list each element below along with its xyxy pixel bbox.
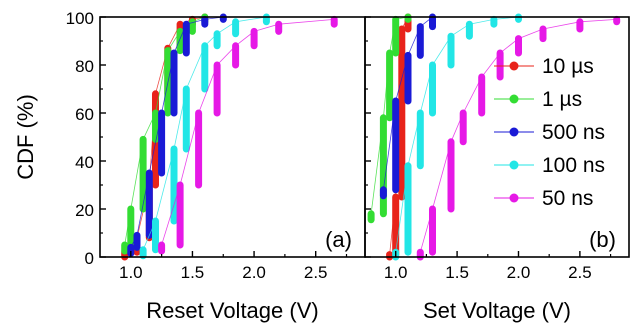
legend-entry: 1 µs [494, 88, 582, 111]
legend: 10 µs 1 µs 500 ns 100 ns 50 ns [494, 55, 605, 210]
legend-entry: 500 ns [494, 121, 605, 144]
x-tick-label: 1.0 [384, 263, 408, 282]
x-axis-label: Reset Voltage (V) [146, 298, 318, 323]
x-tick-label: 2.5 [568, 263, 592, 282]
series-4 [416, 15, 621, 261]
legend-marker [509, 61, 519, 71]
series-line [419, 19, 617, 253]
x-tick-label: 2.5 [304, 263, 328, 282]
series-4 [158, 15, 338, 255]
x-tick-label: 1.5 [181, 263, 205, 282]
y-tick-label: 0 [85, 249, 94, 268]
series-line [161, 19, 335, 246]
legend-marker [509, 94, 519, 104]
legend-label: 100 ns [542, 154, 605, 177]
legend-label: 1 µs [542, 88, 582, 111]
y-tick-label: 60 [75, 105, 94, 124]
legend-label: 500 ns [542, 121, 605, 144]
x-tick-label: 1.5 [445, 263, 469, 282]
legend-entry: 10 µs [494, 55, 594, 78]
legend-label: 50 ns [542, 187, 593, 210]
y-tick-label: 20 [75, 201, 94, 220]
series-2 [127, 13, 227, 257]
x-tick-label: 2.0 [507, 263, 531, 282]
x-axis-label: Set Voltage (V) [423, 298, 571, 323]
panel-b: 1.0 1.5 2.0 2.5 (b) Set Voltage (V) [364, 13, 630, 323]
legend-entry: 100 ns [494, 154, 605, 177]
y-axis-label: CDF (%) [13, 94, 38, 180]
legend-marker [509, 160, 519, 170]
panel-label: (b) [589, 227, 616, 252]
legend-label: 10 µs [542, 55, 594, 78]
legend-entry: 50 ns [494, 187, 593, 210]
legend-marker [509, 193, 519, 203]
series-2 [379, 13, 436, 200]
series-line [395, 16, 519, 253]
panel-a: 1.0 1.5 2.0 2.5 0 20 40 60 80 100 (a) Reset Voltage… [13, 9, 366, 323]
y-tick-label: 80 [75, 57, 94, 76]
x-tick-label: 1.0 [119, 263, 143, 282]
legend-marker [509, 127, 519, 137]
y-tick-label: 100 [66, 9, 94, 28]
series-3 [139, 13, 270, 260]
x-tick-label: 2.0 [242, 263, 266, 282]
panel-label: (a) [325, 227, 352, 252]
y-tick-label: 40 [75, 153, 94, 172]
